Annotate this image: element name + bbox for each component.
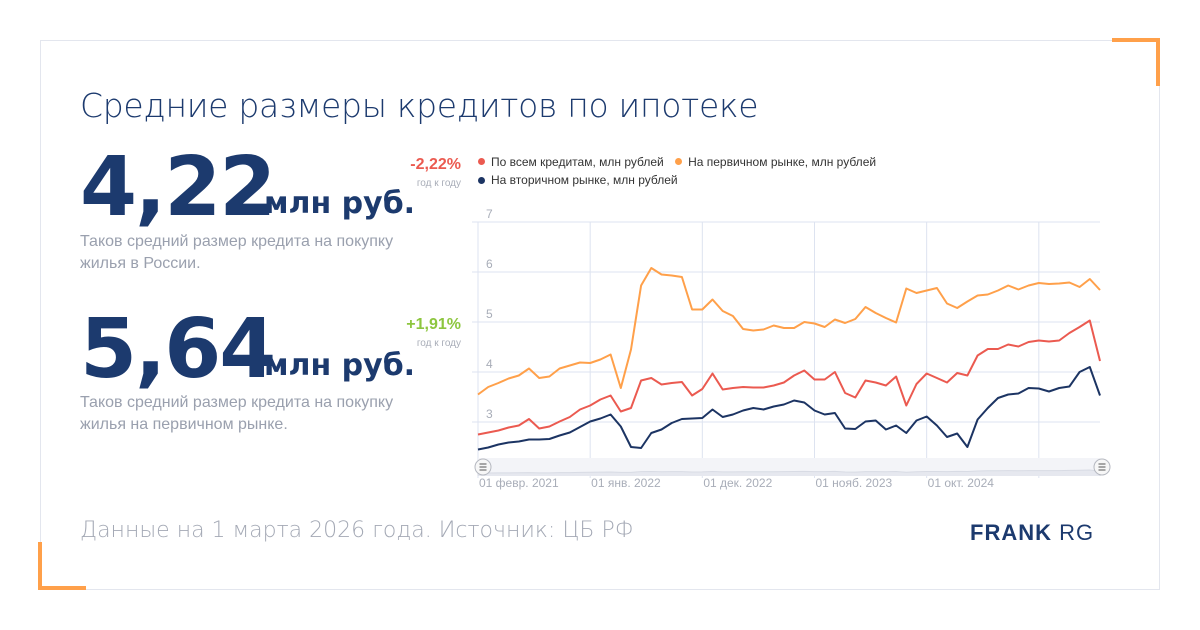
page-title: Средние размеры кредитов по ипотеке bbox=[80, 86, 759, 125]
stat-all-change-note: год к году bbox=[416, 178, 461, 189]
navigator-series bbox=[477, 469, 1101, 476]
y-tick-label: 6 bbox=[486, 257, 493, 271]
series-line-1 bbox=[477, 267, 1101, 396]
y-tick-label: 3 bbox=[486, 407, 493, 421]
stat-primary-value: 5,64 bbox=[80, 302, 276, 397]
logo: FRANK RG bbox=[970, 520, 1094, 546]
chart-legend: По всем кредитам, млн рублей На первично… bbox=[478, 152, 908, 189]
x-tick-label: 01 янв. 2022 bbox=[591, 476, 661, 490]
legend-dot bbox=[478, 158, 485, 165]
series-line-2 bbox=[477, 366, 1101, 451]
legend-label: По всем кредитам, млн рублей bbox=[491, 154, 664, 169]
legend-item-secondary[interactable]: На вторичном рынке, млн рублей bbox=[478, 171, 678, 189]
stat-all-description: Таков средний размер кредита на покупку … bbox=[80, 233, 394, 272]
x-tick-label: 01 нояб. 2023 bbox=[815, 476, 892, 490]
logo-light: RG bbox=[1059, 520, 1095, 545]
legend-label: На первичном рынке, млн рублей bbox=[688, 154, 877, 169]
stat-all-change: -2,22% bbox=[410, 156, 461, 173]
stat-primary-change: +1,91% bbox=[406, 316, 461, 333]
y-tick-label: 4 bbox=[486, 357, 493, 371]
corner-accent-top-right bbox=[1112, 38, 1160, 86]
stat-primary-change-note: год к году bbox=[416, 338, 461, 349]
legend-item-all[interactable]: По всем кредитам, млн рублей bbox=[478, 153, 664, 171]
legend-item-primary[interactable]: На первичном рынке, млн рублей bbox=[675, 153, 876, 171]
y-tick-label: 7 bbox=[486, 207, 493, 221]
legend-dot bbox=[478, 176, 485, 184]
stat-all-unit: млн руб. bbox=[264, 186, 416, 221]
corner-accent-bottom-left bbox=[38, 542, 86, 590]
x-tick-label: 01 дек. 2022 bbox=[703, 476, 772, 490]
y-tick-label: 5 bbox=[486, 307, 493, 321]
stat-primary-description: Таков средний размер кредита на покупку … bbox=[80, 394, 394, 433]
x-tick-label: 01 февр. 2021 bbox=[479, 476, 559, 490]
logo-bold: FRANK bbox=[970, 520, 1052, 545]
legend-label: На вторичном рынке, млн рублей bbox=[491, 173, 678, 187]
stat-primary-unit: млн руб. bbox=[264, 348, 416, 383]
series-line-0 bbox=[477, 319, 1101, 436]
legend-dot bbox=[675, 158, 683, 165]
stat-all-value: 4,22 bbox=[80, 140, 276, 235]
footer-source: Данные на 1 марта 2026 года. Источник: Ц… bbox=[80, 518, 634, 543]
card bbox=[40, 40, 1160, 590]
x-tick-label: 01 окт. 2024 bbox=[928, 476, 995, 490]
